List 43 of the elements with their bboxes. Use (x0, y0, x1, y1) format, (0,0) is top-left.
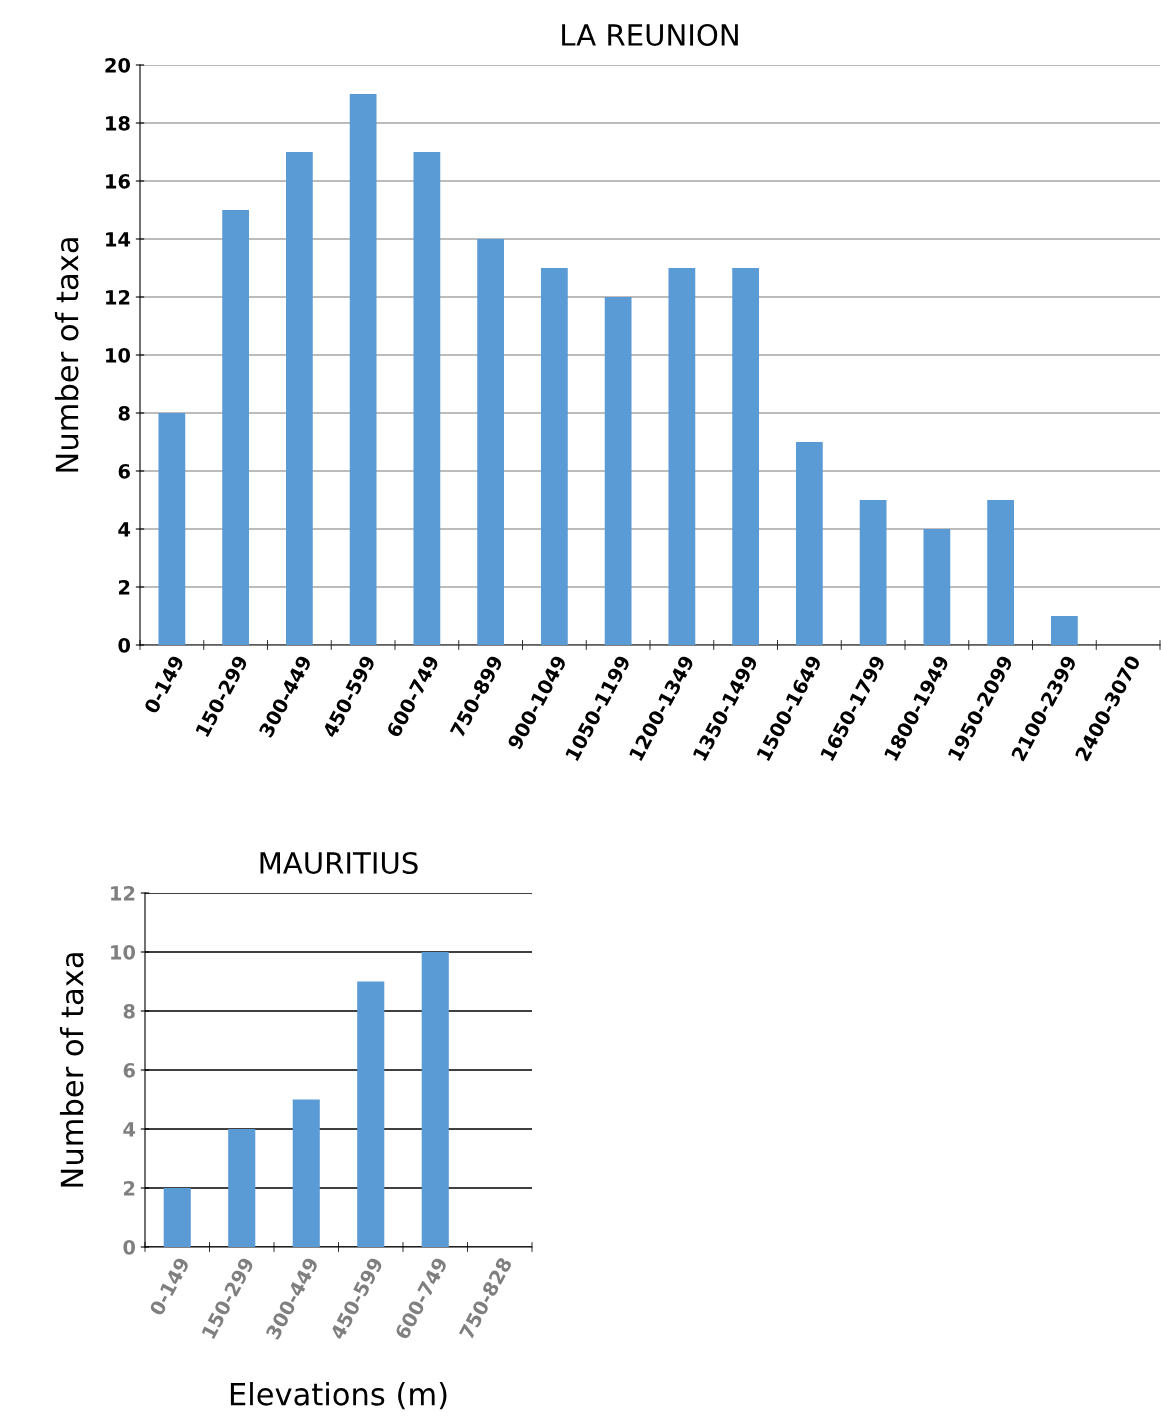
y-tick-label: 12 (106, 289, 130, 305)
bar (540, 268, 568, 645)
bar (795, 442, 823, 645)
y-tick-label: 8 (118, 405, 130, 421)
bar (413, 152, 441, 645)
chart-title: LA REUNION (562, 23, 738, 46)
y-tick-label: 6 (123, 1062, 135, 1078)
bar (732, 268, 760, 645)
y-tick-label: 2 (123, 1180, 135, 1196)
bar (987, 500, 1015, 645)
y-tick-label: 8 (123, 1003, 135, 1019)
y-axis-title: Number of taxa (59, 953, 84, 1187)
y-tick-label: 10 (111, 944, 136, 960)
bar (1050, 616, 1078, 645)
x-axis-title: Elevations (m) (230, 1382, 447, 1410)
y-tick-label: 4 (118, 522, 131, 537)
chart-title: MAURITIUS (260, 851, 418, 874)
y-axis-title: Number of taxa (54, 238, 79, 472)
bar (668, 268, 696, 645)
bar (859, 500, 887, 645)
y-tick-label: 0 (118, 637, 131, 653)
y-tick-label: 10 (106, 347, 131, 363)
bar (285, 152, 313, 645)
y-tick-label: 14 (106, 232, 131, 247)
y-tick-label: 20 (105, 57, 131, 73)
bar (158, 413, 186, 645)
bar (477, 239, 505, 645)
bar (163, 1188, 191, 1247)
y-tick-label: 0 (123, 1239, 136, 1255)
y-tick-label: 6 (118, 463, 130, 479)
bar (222, 210, 250, 645)
y-tick-label: 2 (118, 579, 130, 595)
bar (349, 94, 377, 645)
bar (421, 952, 449, 1247)
y-tick-label: 12 (111, 885, 135, 901)
bar (357, 981, 385, 1247)
bar (292, 1099, 320, 1247)
bar (228, 1129, 256, 1247)
bar (604, 297, 632, 645)
y-tick-label: 16 (106, 173, 130, 189)
bar (923, 529, 951, 645)
y-tick-label: 4 (123, 1122, 136, 1137)
y-tick-label: 18 (106, 115, 130, 131)
